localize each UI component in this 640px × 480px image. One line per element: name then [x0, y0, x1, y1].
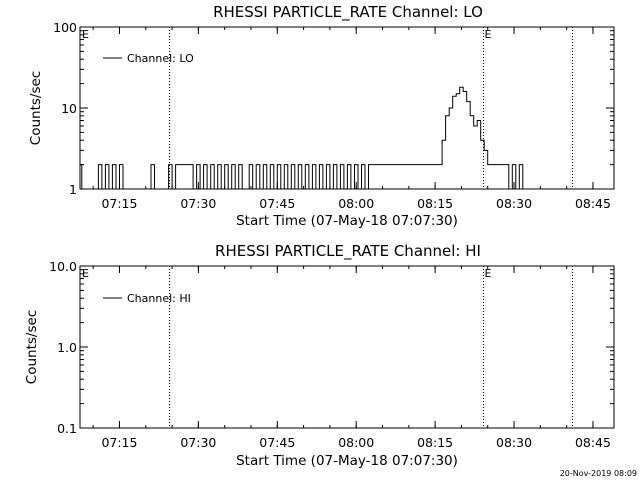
axis-ticks-lo: 07:15 07:30 07:45 08:00 08:15 08:30 08:45 1 10 10…: [53, 20, 614, 211]
vertical-marker-label: E: [485, 267, 492, 280]
legend-hi: Channel: HI: [103, 292, 191, 305]
x-tick-label: 07:15: [101, 196, 137, 211]
x-tick-label: 08:00: [338, 435, 374, 450]
x-tick-label: 08:15: [417, 435, 453, 450]
y-tick-label: 10: [61, 101, 77, 116]
series-line-lo: [80, 86, 573, 190]
corner-label-lo: E: [82, 28, 89, 41]
legend-label-hi: Channel: HI: [127, 292, 191, 305]
legend-lo: Channel: LO: [103, 52, 194, 65]
y-tick-label: 10.0: [49, 259, 77, 274]
chart-title-hi: RHESSI PARTICLE_RATE Channel: HI: [215, 242, 481, 261]
corner-label-hi: E: [82, 267, 89, 280]
plot-frame-hi: [79, 265, 615, 429]
x-tick-label: 08:30: [496, 196, 532, 211]
x-tick-label: 08:15: [417, 196, 453, 211]
chart-panel-lo: RHESSI PARTICLE_RATE Channel: LO 07:15 07…: [28, 3, 615, 229]
y-axis-label-hi: Counts/sec: [24, 310, 40, 384]
x-tick-label: 07:30: [180, 196, 216, 211]
x-tick-label: 08:45: [575, 196, 611, 211]
x-tick-label: 08:45: [575, 435, 611, 450]
y-tick-label: 1.0: [57, 340, 77, 355]
x-tick-label: 07:15: [101, 435, 137, 450]
x-tick-label: 07:45: [259, 435, 295, 450]
axis-ticks-hi: 07:15 07:30 07:45 08:00 08:15 08:30 08:45 0.1 1.…: [49, 259, 614, 450]
generation-timestamp: 20-Nov-2019 08:09: [560, 469, 637, 478]
x-axis-label-hi: Start Time (07-May-18 07:07:30): [236, 453, 458, 469]
y-tick-label: 1: [69, 182, 77, 197]
x-tick-label: 08:00: [338, 196, 374, 211]
y-tick-label: 0.1: [57, 421, 77, 436]
vertical-marker-label: E: [485, 28, 492, 41]
legend-label-lo: Channel: LO: [127, 52, 194, 65]
vertical-markers-hi: E: [169, 266, 573, 428]
y-tick-label: 100: [53, 20, 77, 35]
chart-title-lo: RHESSI PARTICLE_RATE Channel: LO: [213, 3, 483, 22]
x-tick-label: 07:45: [259, 196, 295, 211]
x-tick-label: 08:30: [496, 435, 532, 450]
x-tick-label: 07:30: [180, 435, 216, 450]
y-axis-label-lo: Counts/sec: [28, 71, 44, 145]
x-axis-label-lo: Start Time (07-May-18 07:07:30): [236, 213, 458, 229]
vertical-markers-lo: E: [169, 27, 573, 189]
chart-panel-hi: RHESSI PARTICLE_RATE Channel: HI 07:15 07…: [24, 242, 615, 469]
